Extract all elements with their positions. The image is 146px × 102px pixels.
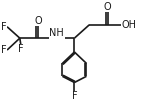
Text: F: F bbox=[72, 91, 77, 101]
Text: OH: OH bbox=[121, 20, 137, 30]
Text: F: F bbox=[1, 45, 6, 55]
Text: O: O bbox=[34, 16, 42, 26]
Text: O: O bbox=[104, 2, 112, 12]
Text: NH: NH bbox=[49, 28, 64, 38]
Text: F: F bbox=[18, 44, 23, 54]
Text: F: F bbox=[1, 22, 6, 32]
